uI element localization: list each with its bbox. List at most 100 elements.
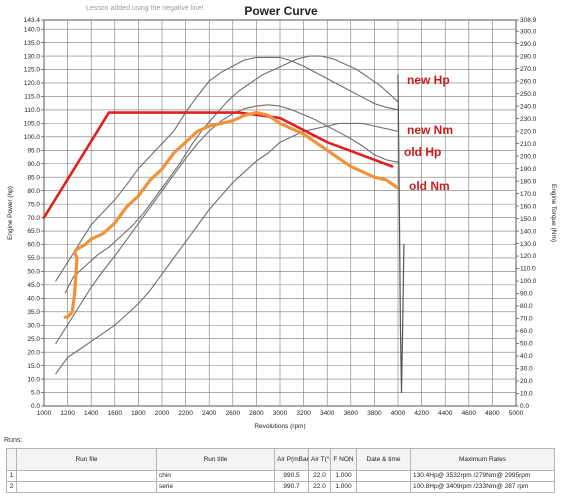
y-left-tick-label: 5.0 <box>31 390 40 397</box>
y-left-tick-label: 100.0 <box>24 134 41 141</box>
y-left-tick-label: 110.0 <box>24 107 40 114</box>
annotations: new Hp new Nm old Hp old Nm <box>404 73 453 193</box>
annotation-old-nm: old Nm <box>409 179 450 193</box>
y-left-tick-label: 30.0 <box>27 322 40 329</box>
series-cut-line <box>397 74 405 394</box>
y-left-tick-label: 120.0 <box>24 80 41 87</box>
y-right-tick-label: 100.0 <box>520 278 537 285</box>
runs-header-file: Run file <box>16 448 157 471</box>
grid <box>43 19 517 407</box>
x-tick-label: 3800 <box>367 410 382 417</box>
y-left-tick-label: 140.0 <box>24 26 41 33</box>
table-row[interactable]: 1 chin 990.5 22.0 1.000 130.4Hp@ 3532rpm… <box>6 470 555 482</box>
x-tick-label: 1400 <box>84 410 99 417</box>
y-left-tick-label: 60.0 <box>27 242 40 249</box>
x-tick-label: 2800 <box>249 410 264 417</box>
chart-title: Power Curve <box>244 4 318 18</box>
x-tick-label: 3600 <box>344 410 359 417</box>
run-file <box>16 481 157 493</box>
y-right-tick-label: 210.0 <box>520 141 537 148</box>
series-old-hp-line <box>55 122 399 375</box>
run-number: 2 <box>6 481 17 493</box>
y-left-tick-label: 135.0 <box>24 40 41 47</box>
annotation-old-hp: old Hp <box>404 145 441 159</box>
annotation-new-hp: new Hp <box>407 73 450 87</box>
y-right-tick-label: 40.0 <box>520 353 533 360</box>
y-right-tick-label: 300.0 <box>520 28 537 35</box>
runs-panel: Runs: Run file Run title Air P(mBar) Air… <box>2 437 558 498</box>
runs-table: Run file Run title Air P(mBar) Air T(°C)… <box>6 448 555 493</box>
run-max-rates: 100.8Hp@ 3409rpm /233Nm@ 287 rpm <box>410 481 555 493</box>
y-left-tick-label: 35.0 <box>27 309 40 316</box>
y-right-tick-label: 308.9 <box>520 17 537 24</box>
y-right-tick-label: 200.0 <box>520 153 537 160</box>
x-tick-label: 4400 <box>438 410 453 417</box>
y-right-tick-label: 160.0 <box>520 203 537 210</box>
x-tick-label: 4200 <box>414 410 429 417</box>
y-left-tick-label: 55.0 <box>27 255 40 262</box>
x-tick-label: 2000 <box>155 410 170 417</box>
y-right-tick-label: 190.0 <box>520 166 537 173</box>
x-axis-title: Revolutions (rpm) <box>254 423 305 430</box>
y-left-tick-label: 10.0 <box>27 376 40 383</box>
run-air-temp: 22.0 <box>308 481 331 493</box>
y-right-tick-label: 50.0 <box>520 341 533 348</box>
x-tick-label: 1600 <box>108 410 123 417</box>
y-left-tick-label: 50.0 <box>27 269 40 276</box>
y-left-tick-label: 70.0 <box>27 215 40 222</box>
x-tick-label: 1800 <box>131 410 146 417</box>
x-tick-label: 2400 <box>202 410 217 417</box>
y-right-tick-label: 80.0 <box>520 303 533 310</box>
y-right-tick-label: 180.0 <box>520 178 537 185</box>
run-fnon: 1.000 <box>330 481 357 493</box>
y-right-tick-label: 70.0 <box>520 316 533 323</box>
y-left-tick-label: 105.0 <box>24 121 41 128</box>
run-max-rates: 130.4Hp@ 3532rpm /279Nm@ 2995rpm <box>410 470 555 482</box>
y-left-tick-label: 75.0 <box>27 201 40 208</box>
series-new-nm-line <box>55 56 399 282</box>
series-layer <box>42 55 405 394</box>
y-left-tick-label: 45.0 <box>27 282 40 289</box>
series-old-nm-line <box>55 104 399 345</box>
x-tick-label: 2200 <box>178 410 193 417</box>
runs-header-fnon: F NON <box>330 448 357 471</box>
y-left-tick-label: 25.0 <box>27 336 40 343</box>
run-air-pressure: 990.7 <box>274 481 309 493</box>
y-right-tick-label: 140.0 <box>520 228 537 235</box>
runs-header-title: Run title <box>156 448 275 471</box>
y-right-tick-label: 60.0 <box>520 328 533 335</box>
y-left-tick-label: 90.0 <box>27 161 40 168</box>
run-number: 1 <box>6 470 17 482</box>
y-right-tick-label: 30.0 <box>520 366 533 373</box>
y-left-tick-label: 80.0 <box>27 188 40 195</box>
run-fnon: 1.000 <box>330 470 357 482</box>
y-right-tick-label: 0.0 <box>520 403 529 410</box>
y-left-tick-label: 20.0 <box>27 349 40 356</box>
y-left-tick-label: 15.0 <box>27 363 40 370</box>
runs-header-airp: Air P(mBar) <box>274 448 309 471</box>
table-row[interactable]: 2 serie 990.7 22.0 1.000 100.8Hp@ 3409rp… <box>6 481 555 493</box>
y-left-tick-label: 0.0 <box>31 403 40 410</box>
x-tick-label: 1200 <box>60 410 75 417</box>
y-right-tick-label: 90.0 <box>520 291 533 298</box>
run-title: serie <box>156 481 275 493</box>
y-right-tick-label: 230.0 <box>520 116 537 123</box>
y-left-tick-label: 65.0 <box>27 228 40 235</box>
runs-header-row: Run file Run title Air P(mBar) Air T(°C)… <box>6 448 555 471</box>
x-tick-label: 4800 <box>485 410 500 417</box>
y-left-tick-label: 125.0 <box>24 67 41 74</box>
runs-header-num <box>6 448 17 471</box>
y-left-axis-title: Engine Power (hp) <box>7 186 14 240</box>
y-right-axis-title: Engine Torque (Nm) <box>550 184 557 242</box>
runs-header-airt: Air T(°C) <box>308 448 331 471</box>
y-right-tick-label: 260.0 <box>520 78 537 85</box>
run-title: chin <box>156 470 275 482</box>
y-right-tick-label: 290.0 <box>520 41 537 48</box>
y-right-tick-label: 240.0 <box>520 103 537 110</box>
x-tick-label: 3000 <box>273 410 288 417</box>
y-left-tick-label: 130.0 <box>24 53 41 60</box>
power-curve-chart: 1000 1200 1400 1600 1800 2000 2200 2400 2600 2800… <box>7 17 557 430</box>
run-date <box>356 470 411 482</box>
x-tick-label: 2600 <box>226 410 241 417</box>
y-right-tick-label: 270.0 <box>520 66 537 73</box>
